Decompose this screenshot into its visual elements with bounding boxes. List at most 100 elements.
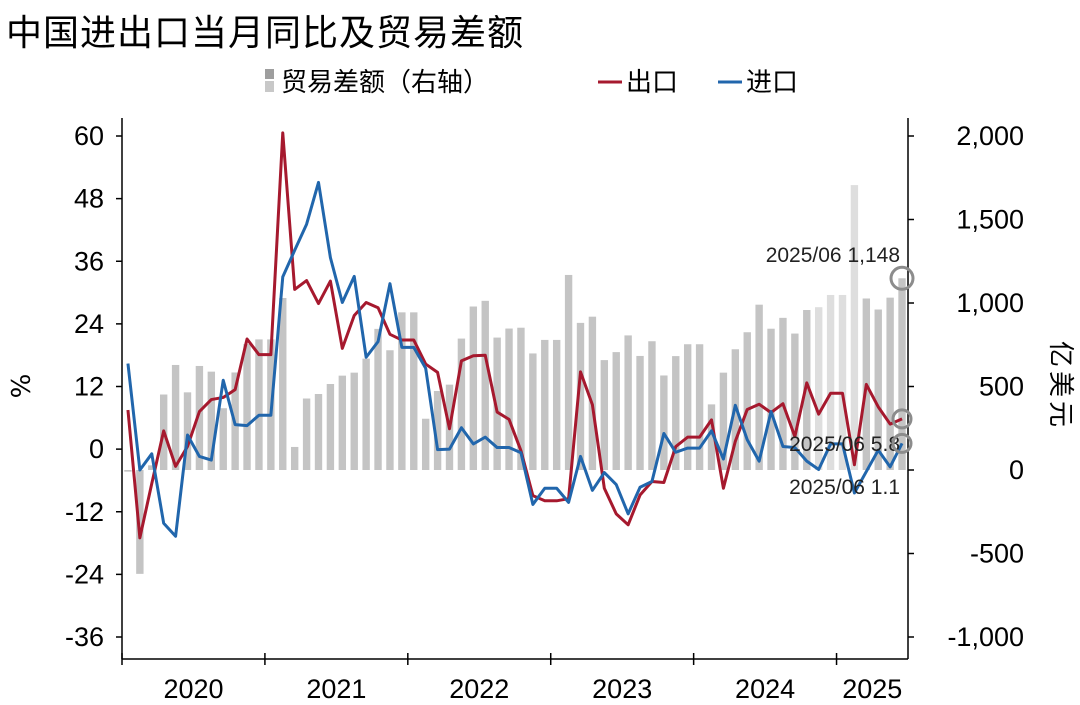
trade-balance-bar — [707, 404, 716, 470]
x-tick-label: 2024 — [735, 674, 795, 704]
left-y-axis-label: % — [7, 374, 37, 399]
right-y-tick-label: 500 — [979, 372, 1024, 402]
trade-balance-bar — [636, 355, 644, 470]
left-y-ticks: 60 48 36 24 12 0 -12 -24 -36 — [65, 118, 123, 659]
x-tick-label: 2023 — [592, 674, 652, 704]
left-y-tick-label: 24 — [74, 309, 104, 339]
trade-balance-bar — [433, 391, 442, 470]
legend-swatch-trade-balance-lower — [265, 81, 274, 92]
trade-balance-bar — [207, 371, 216, 470]
trade-balance-bar — [243, 344, 251, 470]
x-tick-label: 2022 — [449, 674, 509, 704]
left-y-tick-label: 48 — [74, 184, 104, 214]
trade-balance-bar — [195, 365, 204, 470]
trade-balance-bar — [386, 350, 394, 470]
trade-balance-bar — [672, 356, 680, 470]
x-tick-label: 2025 — [842, 674, 902, 704]
right-y-tick-label: 2,000 — [956, 121, 1024, 151]
trade-balance-bar — [541, 339, 549, 470]
trade-balance-bar — [457, 338, 466, 470]
trade-balance-bar — [886, 297, 894, 470]
left-y-tick-label: 0 — [89, 434, 104, 464]
trade-balance-bar — [183, 392, 192, 470]
legend-item-import: 进口 — [718, 68, 798, 98]
trade-balance-bar — [624, 335, 632, 470]
x-tick-label: 2020 — [163, 674, 223, 704]
legend-label-trade-balance: 贸易差额（右轴） — [281, 68, 489, 98]
trade-balance-bar — [219, 408, 227, 470]
trade-balance-bar — [576, 322, 585, 470]
right-y-tick-label: -500 — [970, 539, 1024, 569]
series-lines — [126, 131, 904, 540]
trade-balance-bar — [279, 297, 287, 470]
trade-balance-bar — [350, 372, 358, 470]
right-y-axis-label: 亿美元 — [1045, 341, 1075, 431]
trade-balance-bar — [302, 398, 311, 470]
trade-balance-bar — [648, 341, 656, 470]
trade-balance-bar — [660, 375, 668, 470]
legend-label-export: 出口 — [626, 68, 678, 98]
trade-balance-bar — [469, 306, 478, 470]
trade-balance-bar — [826, 294, 835, 470]
trade-balance-bar — [874, 309, 882, 470]
trade-balance-bar — [719, 372, 728, 470]
trade-balance-bar — [290, 446, 299, 470]
trade-balance-bar — [124, 470, 132, 472]
annotation-import: 2025/06 1.1 — [789, 476, 900, 499]
annotation-export: 2025/06 5.8 — [789, 433, 900, 456]
trade-balance-bar — [600, 360, 609, 470]
annotations: 2025/06 1,148 2025/06 5.8 2025/06 1.1 — [766, 244, 915, 499]
trade-balance-bar — [481, 300, 489, 470]
left-y-tick-label: -24 — [65, 559, 104, 589]
trade-balance-bar — [791, 333, 799, 470]
trade-balance-bar — [398, 312, 406, 470]
left-y-tick-label: 12 — [74, 372, 104, 402]
right-y-tick-label: 1,500 — [956, 205, 1024, 235]
trade-balance-bar — [838, 294, 847, 470]
right-y-tick-label: 1,000 — [956, 288, 1024, 318]
export-line — [126, 131, 903, 540]
trade-balance-bar — [314, 394, 323, 470]
chart-title: 中国进出口当月同比及贸易差额 — [6, 13, 525, 54]
annotation-trade-balance: 2025/06 1,148 — [766, 244, 900, 267]
left-y-tick-label: 36 — [74, 246, 104, 276]
trade-balance-bar — [767, 328, 775, 470]
right-y-ticks: 2,000 1,500 1,000 500 0 -500 -1,000 — [907, 118, 1024, 659]
trade-balance-bar — [564, 274, 573, 470]
left-y-tick-label: 60 — [74, 121, 104, 151]
trade-balance-bar — [421, 418, 430, 470]
trade-balance-bar — [362, 358, 370, 470]
trade-balance-bar — [612, 352, 620, 470]
trade-balance-bar — [529, 353, 537, 470]
right-y-tick-label: -1,000 — [947, 622, 1024, 652]
trade-balance-bar — [779, 317, 787, 470]
left-y-tick-label: -12 — [65, 497, 104, 527]
annotation-marker-trade-balance — [889, 265, 915, 291]
trade-balance-bar — [803, 310, 811, 470]
trade-balance-bars — [124, 185, 906, 574]
left-y-tick-label: -36 — [65, 622, 104, 652]
trade-balance-bar — [505, 328, 513, 470]
annotation-marker-import — [891, 432, 913, 454]
import-line — [126, 180, 904, 538]
trade-balance-bar — [898, 278, 906, 470]
trade-balance-bar — [683, 344, 692, 470]
legend-item-trade-balance: 贸易差额（右轴） — [265, 68, 489, 98]
legend-label-import: 进口 — [746, 68, 798, 98]
trade-balance-bar — [588, 316, 597, 470]
trade-balance-bar — [755, 304, 763, 470]
trade-balance-bar — [374, 328, 382, 470]
x-ticks: 2020 2021 2022 2023 2024 2025 — [121, 653, 902, 704]
annotation-marker-export — [891, 408, 913, 430]
trade-balance-bar — [552, 339, 561, 470]
x-tick-label: 2021 — [306, 674, 366, 704]
trade-balance-bar — [326, 384, 335, 470]
trade-balance-bar — [695, 344, 704, 470]
right-y-tick-label: 0 — [1009, 455, 1024, 485]
trade-balance-bar — [148, 465, 156, 470]
trade-balance-bar — [338, 375, 347, 470]
legend-item-export: 出口 — [598, 68, 678, 98]
trade-balance-bar — [493, 337, 501, 470]
trade-balance-bar — [255, 339, 263, 470]
